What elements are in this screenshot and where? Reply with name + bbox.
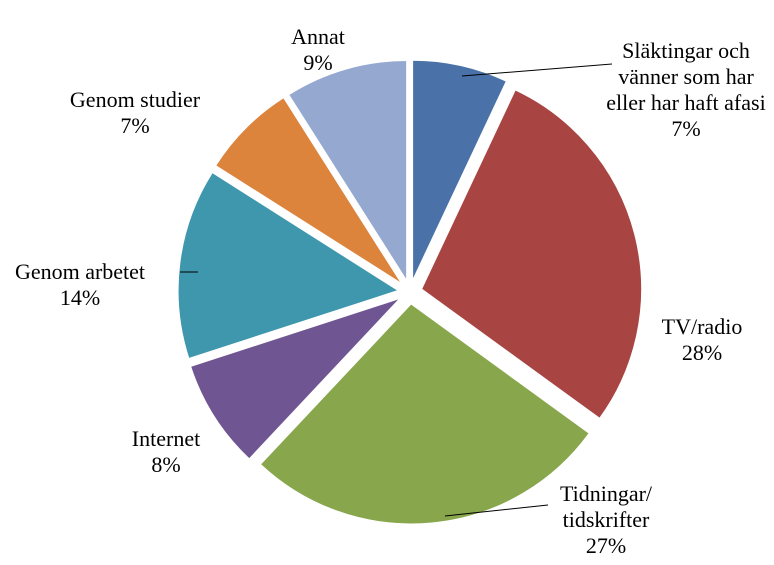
slice-label: Släktingar och vänner som har eller har … [606,38,766,142]
value-label: 7% [120,113,150,138]
pie-slice [288,59,408,283]
slice-label: Tidningar/ tidskrifter 27% [546,481,666,559]
category-label: Genom arbetet [14,259,146,284]
value-label: 8% [151,452,181,477]
slice-label: Genom studier 7% [45,87,225,139]
category-label: Annat [291,24,345,49]
value-label: 27% [585,533,627,558]
slice-label: Annat 9% [268,24,368,76]
pie-slice [259,303,590,525]
category-label: Tidningar/ tidskrifter [559,481,653,532]
category-label: Internet [131,426,201,451]
pie-slice [190,297,401,460]
pie-slice [420,89,643,420]
category-label: Genom studier [69,87,201,112]
leader-line [444,504,549,517]
slice-label: Genom arbetet 14% [5,259,155,311]
slice-label: Internet 8% [116,426,216,478]
category-label: Släktingar och vänner som har eller har … [606,38,766,115]
category-label: TV/radio [661,314,743,339]
value-label: 7% [671,116,701,141]
pie-slice [177,171,400,360]
value-label: 28% [681,340,723,365]
value-label: 14% [59,285,101,310]
pie-slice [412,59,507,281]
value-label: 9% [303,50,333,75]
pie-slice [215,97,402,284]
slice-label: TV/radio 28% [647,314,757,366]
leader-line [461,63,613,77]
